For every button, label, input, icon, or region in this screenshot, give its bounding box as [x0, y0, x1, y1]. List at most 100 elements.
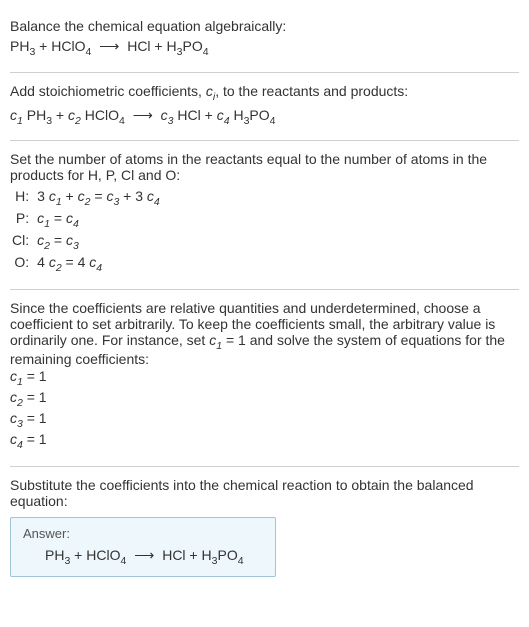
coef-c3: c3	[161, 107, 174, 123]
row-h: H: 3 c1 + c2 = c3 + 3 c4	[10, 187, 164, 209]
text: c	[10, 389, 17, 405]
text: PH	[10, 38, 29, 54]
equals: =	[50, 232, 66, 248]
c4: c4	[66, 210, 79, 226]
sub: 4	[86, 46, 92, 58]
text: PH	[27, 107, 46, 123]
text: c	[66, 210, 73, 226]
value: = 1	[23, 431, 47, 447]
sub: 4	[73, 218, 79, 230]
equals: =	[50, 210, 66, 226]
text: H	[202, 547, 212, 563]
value: = 1	[23, 389, 47, 405]
solve-intro: Since the coefficients are relative quan…	[10, 300, 519, 368]
plus: +	[52, 107, 68, 123]
c3: c3	[66, 232, 79, 248]
equals: = 4	[62, 254, 90, 270]
sub: 3	[168, 114, 174, 126]
species-hcl: HCl	[177, 107, 200, 123]
coef-c2: c2	[68, 107, 81, 123]
reaction-arrow: ⟶	[95, 38, 123, 54]
solution-c2: c2 = 1	[10, 389, 519, 409]
section-answer: Substitute the coefficients into the che…	[10, 467, 519, 592]
answer-box: Answer: PH3 + HClO4 ⟶ HCl + H3PO4	[10, 517, 276, 578]
species-h3po4: H3PO4	[233, 107, 275, 123]
plus: +	[70, 547, 86, 563]
equals: =	[90, 188, 106, 204]
species-h3po4: H3PO4	[167, 38, 209, 54]
equation: c1 = c4	[35, 209, 164, 231]
c1: c1	[49, 188, 62, 204]
sub: 3	[73, 240, 79, 252]
text: 4	[37, 254, 49, 270]
species-hclo4: HClO4	[51, 38, 91, 54]
element-label: O:	[10, 253, 35, 275]
sub: 4	[119, 114, 125, 126]
text: PO	[217, 547, 237, 563]
coef-c4: c4	[217, 107, 230, 123]
solution-c3: c3 = 1	[10, 410, 519, 430]
sub: 4	[224, 114, 230, 126]
text: c	[10, 431, 17, 447]
plus: +	[186, 547, 202, 563]
c3: c3	[106, 188, 119, 204]
problem-intro: Balance the chemical equation algebraica…	[10, 18, 519, 34]
sub: 4	[203, 46, 209, 58]
text: c	[147, 188, 154, 204]
text: PH	[45, 547, 64, 563]
section-atom-balance: Set the number of atoms in the reactants…	[10, 141, 519, 289]
atom-balance-intro: Set the number of atoms in the reactants…	[10, 151, 519, 183]
text: PO	[182, 38, 202, 54]
text: c	[68, 107, 75, 123]
reaction-arrow: ⟶	[130, 547, 158, 563]
c: c2	[10, 389, 23, 405]
text: , to the reactants and products:	[215, 83, 408, 99]
balanced-equation: PH3 + HClO4 ⟶ HCl + H3PO4	[23, 547, 263, 567]
plus: +	[201, 107, 217, 123]
value: = 1	[23, 410, 47, 426]
species-hclo4: HClO4	[86, 547, 126, 563]
text: c	[66, 232, 73, 248]
species-ph3: PH3	[10, 38, 35, 54]
species-ph3: PH3	[45, 547, 70, 563]
text: H	[167, 38, 177, 54]
element-label: P:	[10, 209, 35, 231]
c4: c4	[147, 188, 160, 204]
row-cl: Cl: c2 = c3	[10, 231, 164, 253]
element-label: H:	[10, 187, 35, 209]
text: c	[49, 188, 56, 204]
equation-with-coefficients: c1 PH3 + c2 HClO4 ⟶ c3 HCl + c4 H3PO4	[10, 107, 519, 127]
text: Add stoichiometric coefficients,	[10, 83, 206, 99]
equation-unbalanced: PH3 + HClO4 ⟶ HCl + H3PO4	[10, 38, 519, 58]
element-label: Cl:	[10, 231, 35, 253]
sub: 4	[238, 554, 244, 566]
c2: c2	[78, 188, 91, 204]
c: c4	[10, 431, 23, 447]
section-add-coefficients: Add stoichiometric coefficients, ci, to …	[10, 73, 519, 142]
species-h3po4: H3PO4	[202, 547, 244, 563]
answer-label: Answer:	[23, 526, 263, 541]
text: PO	[249, 107, 269, 123]
solution-c1: c1 = 1	[10, 368, 519, 388]
text: c	[206, 83, 213, 99]
sub: 4	[96, 262, 102, 274]
text: HClO	[51, 38, 85, 54]
equation: 3 c1 + c2 = c3 + 3 c4	[35, 187, 164, 209]
row-p: P: c1 = c4	[10, 209, 164, 231]
sub: 2	[75, 114, 81, 126]
add-coef-intro: Add stoichiometric coefficients, ci, to …	[10, 83, 519, 103]
text: c	[217, 107, 224, 123]
species-hclo4: HClO4	[85, 107, 125, 123]
sub: 4	[121, 554, 127, 566]
section-solve: Since the coefficients are relative quan…	[10, 290, 519, 467]
c2: c2	[37, 232, 50, 248]
species-hcl: HCl	[162, 547, 185, 563]
species-ph3: PH3	[27, 107, 52, 123]
c: c1	[10, 368, 23, 384]
equation: 4 c2 = 4 c4	[35, 253, 164, 275]
answer-intro: Substitute the coefficients into the che…	[10, 477, 519, 509]
text: H	[233, 107, 243, 123]
text: c	[49, 254, 56, 270]
text: c	[78, 188, 85, 204]
text: 3	[37, 188, 49, 204]
